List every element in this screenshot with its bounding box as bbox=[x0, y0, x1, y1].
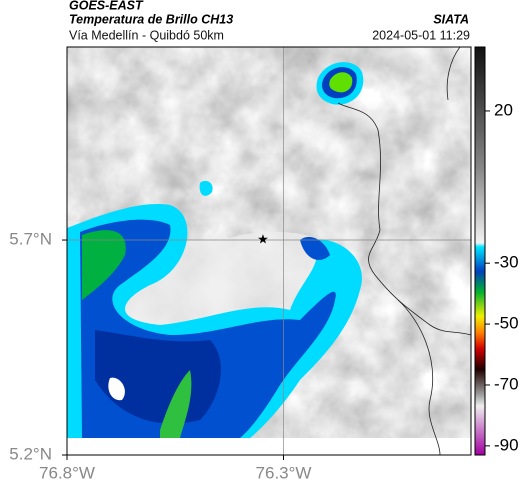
city-marker: ★ bbox=[257, 231, 269, 246]
subtitle: Vía Medellín - Quibdó 50km bbox=[69, 28, 224, 42]
y-tick-label: 5.2°N bbox=[9, 444, 52, 463]
colorbar-label: 20 bbox=[494, 100, 513, 119]
colorbar bbox=[474, 46, 486, 456]
timestamp: 2024-05-01 11:29 bbox=[372, 28, 470, 42]
colorbar-label: -30 bbox=[494, 253, 519, 272]
map-frame bbox=[66, 46, 472, 456]
colorbar-label: -90 bbox=[494, 435, 519, 454]
satellite-image: ★ bbox=[67, 47, 471, 455]
x-tick-label: 76.8°W bbox=[39, 463, 95, 482]
colorbar-label: -70 bbox=[494, 374, 519, 393]
y-tick-label: 5.7°N bbox=[9, 230, 52, 249]
org: SIATA bbox=[433, 12, 469, 26]
source: GOES-EAST bbox=[69, 0, 144, 12]
colorbar-label: -50 bbox=[494, 314, 519, 333]
title: Temperatura de Brillo CH13 bbox=[69, 12, 233, 26]
x-tick-label: 76.3°W bbox=[256, 463, 312, 482]
